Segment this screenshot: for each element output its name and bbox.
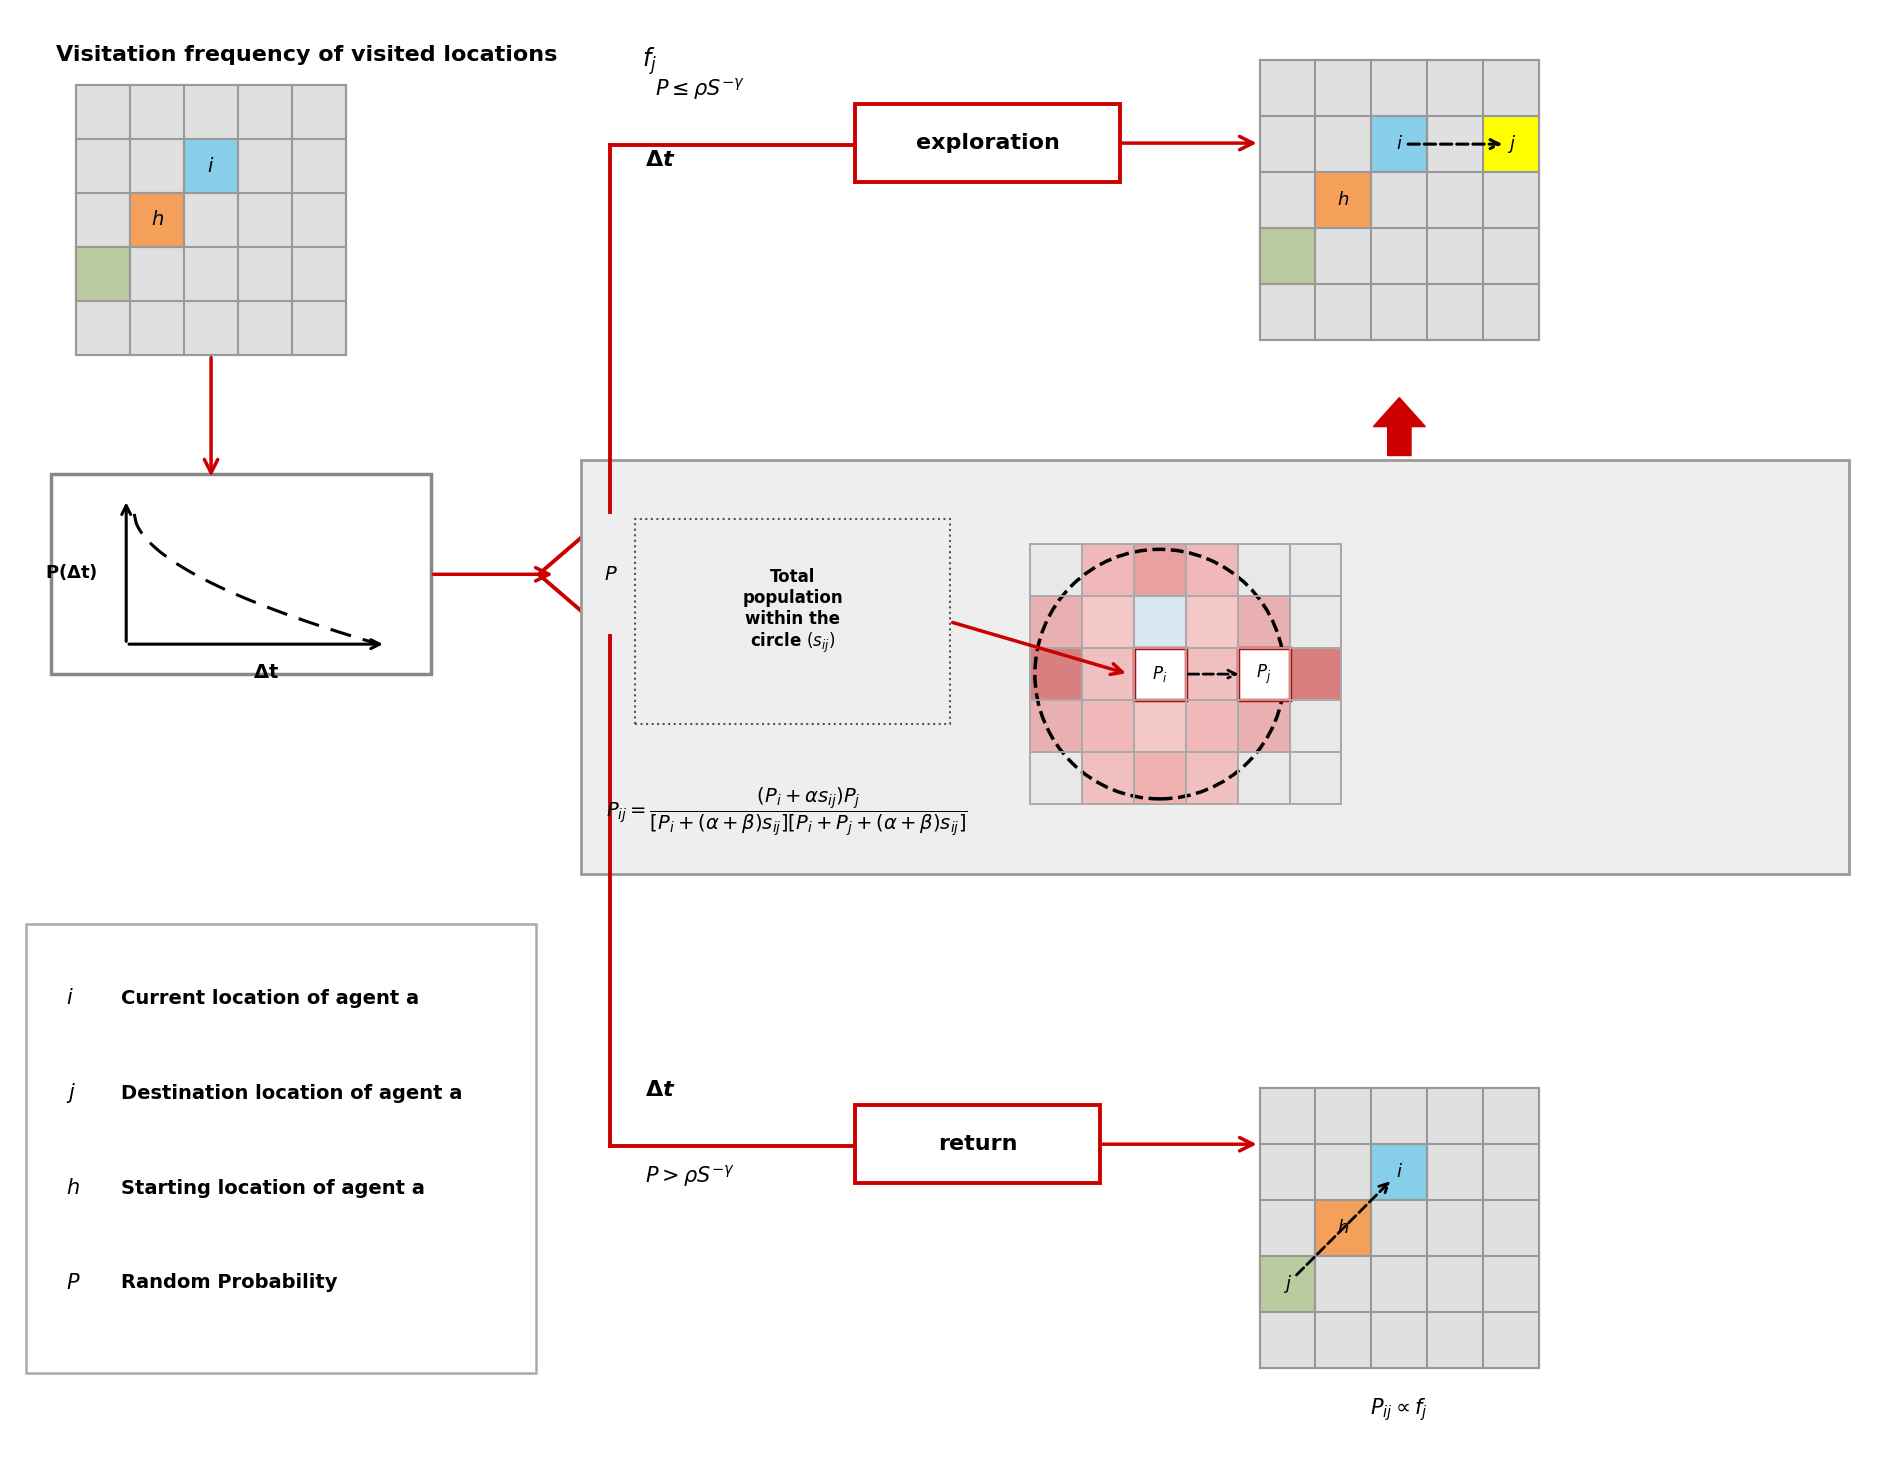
- Bar: [1238, 597, 1290, 648]
- Bar: [129, 193, 184, 247]
- Text: $\boldsymbol{f_j}$: $\boldsymbol{f_j}$: [643, 45, 658, 77]
- Bar: [1134, 648, 1185, 700]
- Text: $P > \rho S^{-\gamma}$: $P > \rho S^{-\gamma}$: [645, 1163, 736, 1189]
- Text: Starting location of agent a: Starting location of agent a: [122, 1179, 424, 1198]
- FancyBboxPatch shape: [856, 1106, 1099, 1183]
- FancyBboxPatch shape: [27, 924, 536, 1373]
- Text: $\boldsymbol{\Delta t}$: $\boldsymbol{\Delta t}$: [645, 150, 675, 171]
- FancyBboxPatch shape: [51, 474, 430, 674]
- Bar: [1238, 700, 1290, 751]
- Bar: [1290, 544, 1341, 597]
- Bar: [1185, 648, 1238, 700]
- Bar: [1082, 751, 1134, 804]
- Bar: [1082, 597, 1134, 648]
- Text: $P \leq \rho S^{-\gamma}$: $P \leq \rho S^{-\gamma}$: [656, 76, 746, 102]
- Bar: [1259, 60, 1539, 340]
- Bar: [1185, 597, 1238, 648]
- Text: $P_{ij} = \dfrac{(P_i+\alpha s_{ij})P_j}{[P_i + (\alpha + \beta)s_{ij}][P_i + P_: $P_{ij} = \dfrac{(P_i+\alpha s_{ij})P_j}…: [605, 785, 968, 837]
- Bar: [1484, 117, 1539, 172]
- Text: $\mathbf{P(\Delta t)}$: $\mathbf{P(\Delta t)}$: [46, 562, 97, 582]
- Bar: [1290, 751, 1341, 804]
- Bar: [1259, 1088, 1539, 1367]
- Bar: [1082, 700, 1134, 751]
- Text: return: return: [938, 1134, 1018, 1154]
- FancyBboxPatch shape: [580, 460, 1849, 874]
- Polygon shape: [1373, 398, 1425, 455]
- Text: $h$: $h$: [67, 1177, 80, 1198]
- Bar: [1029, 751, 1082, 804]
- Bar: [1316, 172, 1371, 228]
- Bar: [1259, 1256, 1316, 1312]
- Bar: [1082, 544, 1134, 597]
- Bar: [1134, 751, 1185, 804]
- Text: Current location of agent a: Current location of agent a: [122, 989, 418, 1008]
- Text: $P_i$: $P_i$: [1153, 664, 1168, 684]
- Bar: [1238, 648, 1290, 700]
- Text: $h$: $h$: [150, 210, 164, 229]
- Text: $P$: $P$: [603, 565, 618, 584]
- Bar: [1238, 751, 1290, 804]
- Text: $i$: $i$: [1396, 1163, 1404, 1182]
- Bar: [1185, 544, 1238, 597]
- Bar: [1371, 117, 1426, 172]
- Text: $h$: $h$: [1337, 191, 1350, 209]
- Bar: [184, 139, 238, 193]
- Bar: [1029, 648, 1082, 700]
- Text: $j$: $j$: [1284, 1272, 1291, 1296]
- Text: $i$: $i$: [207, 156, 215, 175]
- Text: Destination location of agent a: Destination location of agent a: [122, 1084, 462, 1103]
- Bar: [1134, 544, 1185, 597]
- Bar: [1029, 700, 1082, 751]
- Text: Visitation frequency of visited locations: Visitation frequency of visited location…: [57, 45, 565, 66]
- Bar: [1371, 1144, 1426, 1201]
- Text: $h$: $h$: [1337, 1220, 1350, 1237]
- Bar: [1029, 597, 1082, 648]
- Bar: [1134, 648, 1185, 700]
- Bar: [76, 247, 129, 301]
- Bar: [1259, 228, 1316, 285]
- Bar: [1185, 751, 1238, 804]
- Text: Random Probability: Random Probability: [122, 1274, 339, 1293]
- Bar: [1316, 1201, 1371, 1256]
- Text: Total
population
within the
circle $(s_{ij})$: Total population within the circle $(s_{…: [742, 568, 843, 655]
- Text: $P$: $P$: [67, 1272, 82, 1293]
- Bar: [1134, 597, 1185, 648]
- Bar: [1029, 544, 1082, 597]
- Bar: [1082, 648, 1134, 700]
- Bar: [1238, 648, 1290, 700]
- Bar: [1134, 700, 1185, 751]
- Bar: [76, 85, 346, 355]
- Bar: [1185, 700, 1238, 751]
- Text: exploration: exploration: [915, 133, 1059, 153]
- Text: $i$: $i$: [1396, 136, 1404, 153]
- Text: $i$: $i$: [67, 989, 74, 1008]
- Polygon shape: [538, 512, 683, 636]
- Text: $\mathbf{\Delta t}$: $\mathbf{\Delta t}$: [253, 662, 280, 681]
- FancyBboxPatch shape: [856, 104, 1120, 182]
- Text: $j$: $j$: [1506, 133, 1516, 155]
- Bar: [1290, 597, 1341, 648]
- Text: $P_j$: $P_j$: [1255, 662, 1271, 686]
- Bar: [1238, 544, 1290, 597]
- Bar: [1290, 700, 1341, 751]
- Text: $\boldsymbol{\Delta t}$: $\boldsymbol{\Delta t}$: [645, 1080, 675, 1100]
- Text: $j$: $j$: [67, 1081, 76, 1106]
- Bar: [1290, 648, 1341, 700]
- Text: $P_{ij} \propto f_j$: $P_{ij} \propto f_j$: [1371, 1396, 1428, 1423]
